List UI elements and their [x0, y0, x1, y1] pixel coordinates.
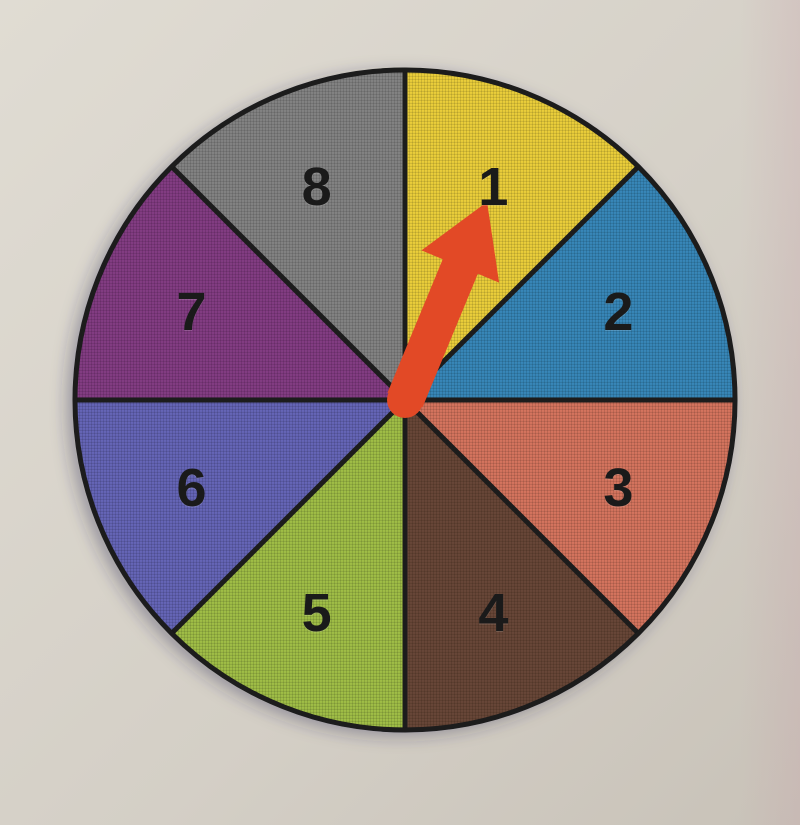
- spinner-wheel: [0, 0, 800, 825]
- spinner-hub: [387, 382, 423, 418]
